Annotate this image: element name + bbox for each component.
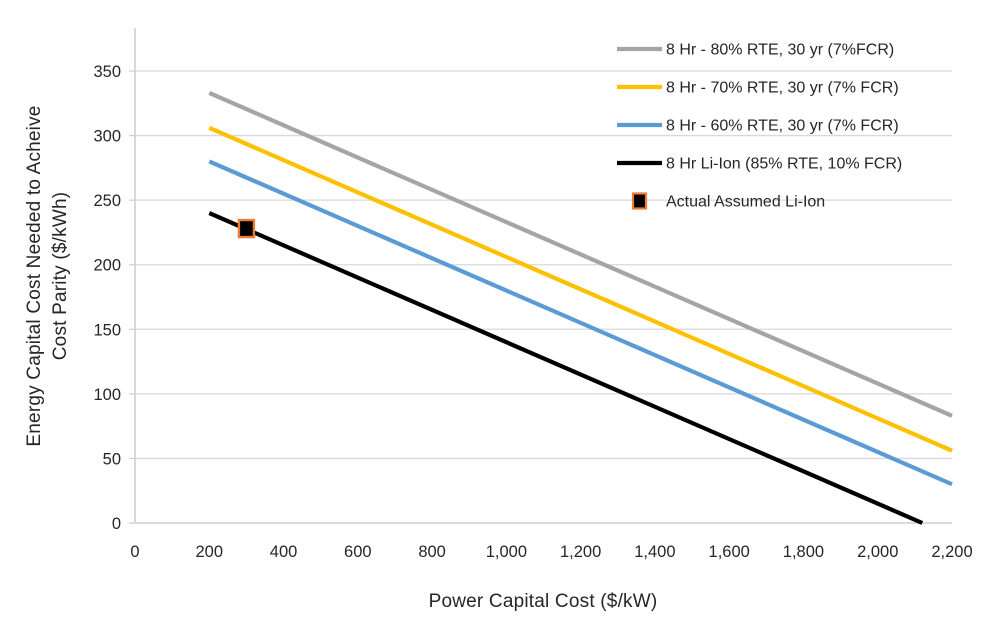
legend-label: Actual Assumed Li-Ion xyxy=(666,194,825,211)
x-tick-label: 200 xyxy=(196,543,224,561)
series-line xyxy=(208,159,953,487)
x-tick-label: 800 xyxy=(418,543,446,561)
legend: 8 Hr - 80% RTE, 30 yr (7%FCR) 8 Hr - 70% … xyxy=(617,42,902,211)
gridlines xyxy=(135,70,952,460)
x-tick-label: 1,600 xyxy=(709,543,750,561)
x-tick-labels: 0 200 400 600 800 1,000 1,200 1,400 1,600 1,800 2,… xyxy=(130,543,972,561)
legend-item: Actual Assumed Li-Ion xyxy=(631,192,825,211)
data-point-markers xyxy=(237,218,256,239)
x-tick-label: 0 xyxy=(130,543,139,561)
legend-square-marker-swatch xyxy=(631,192,648,210)
legend-item: 8 Hr - 80% RTE, 30 yr (7%FCR) xyxy=(617,42,894,59)
y-tick-label: 0 xyxy=(112,515,121,533)
series-line xyxy=(208,125,953,453)
series-lines xyxy=(208,91,953,525)
x-tick-label: 400 xyxy=(270,543,298,561)
actual-assumed-li-ion-marker xyxy=(237,218,256,239)
y-axis-title-line-2: Cost Parity ($/kWh) xyxy=(50,192,71,361)
y-tick-label: 100 xyxy=(93,386,121,404)
x-tick-label: 2,200 xyxy=(931,543,972,561)
legend-item: 8 Hr - 60% RTE, 30 yr (7% FCR) xyxy=(617,118,899,135)
legend-item: 8 Hr Li-Ion (85% RTE, 10% FCR) xyxy=(617,156,902,173)
y-tick-label: 50 xyxy=(103,450,121,468)
axes xyxy=(129,28,952,524)
legend-label: 8 Hr - 60% RTE, 30 yr (7% FCR) xyxy=(666,118,899,135)
x-tick-label: 1,400 xyxy=(634,543,675,561)
x-axis-title: Power Capital Cost ($/kW) xyxy=(429,591,658,612)
y-tick-label: 150 xyxy=(93,321,121,339)
series-line xyxy=(208,91,953,418)
y-tick-label: 250 xyxy=(93,192,121,210)
legend-label: 8 Hr - 70% RTE, 30 yr (7% FCR) xyxy=(666,80,899,97)
series-line xyxy=(208,211,924,525)
x-tick-label: 1,200 xyxy=(560,543,601,561)
x-tick-label: 600 xyxy=(344,543,372,561)
y-tick-labels: 0 50 100 150 200 250 300 350 xyxy=(93,63,121,533)
legend-label: 8 Hr Li-Ion (85% RTE, 10% FCR) xyxy=(666,156,902,173)
x-tick-label: 1,000 xyxy=(486,543,527,561)
y-tick-label: 350 xyxy=(93,63,121,81)
legend-label: 8 Hr - 80% RTE, 30 yr (7%FCR) xyxy=(666,42,894,59)
y-tick-label: 300 xyxy=(93,128,121,146)
y-axis-title-line-1: Energy Capital Cost Needed to Acheive xyxy=(24,105,45,446)
y-tick-label: 200 xyxy=(93,257,121,275)
x-tick-label: 2,000 xyxy=(857,543,898,561)
y-axis-title: Energy Capital Cost Needed to Acheive Co… xyxy=(24,105,71,446)
legend-item: 8 Hr - 70% RTE, 30 yr (7% FCR) xyxy=(617,80,899,97)
x-tick-label: 1,800 xyxy=(783,543,824,561)
